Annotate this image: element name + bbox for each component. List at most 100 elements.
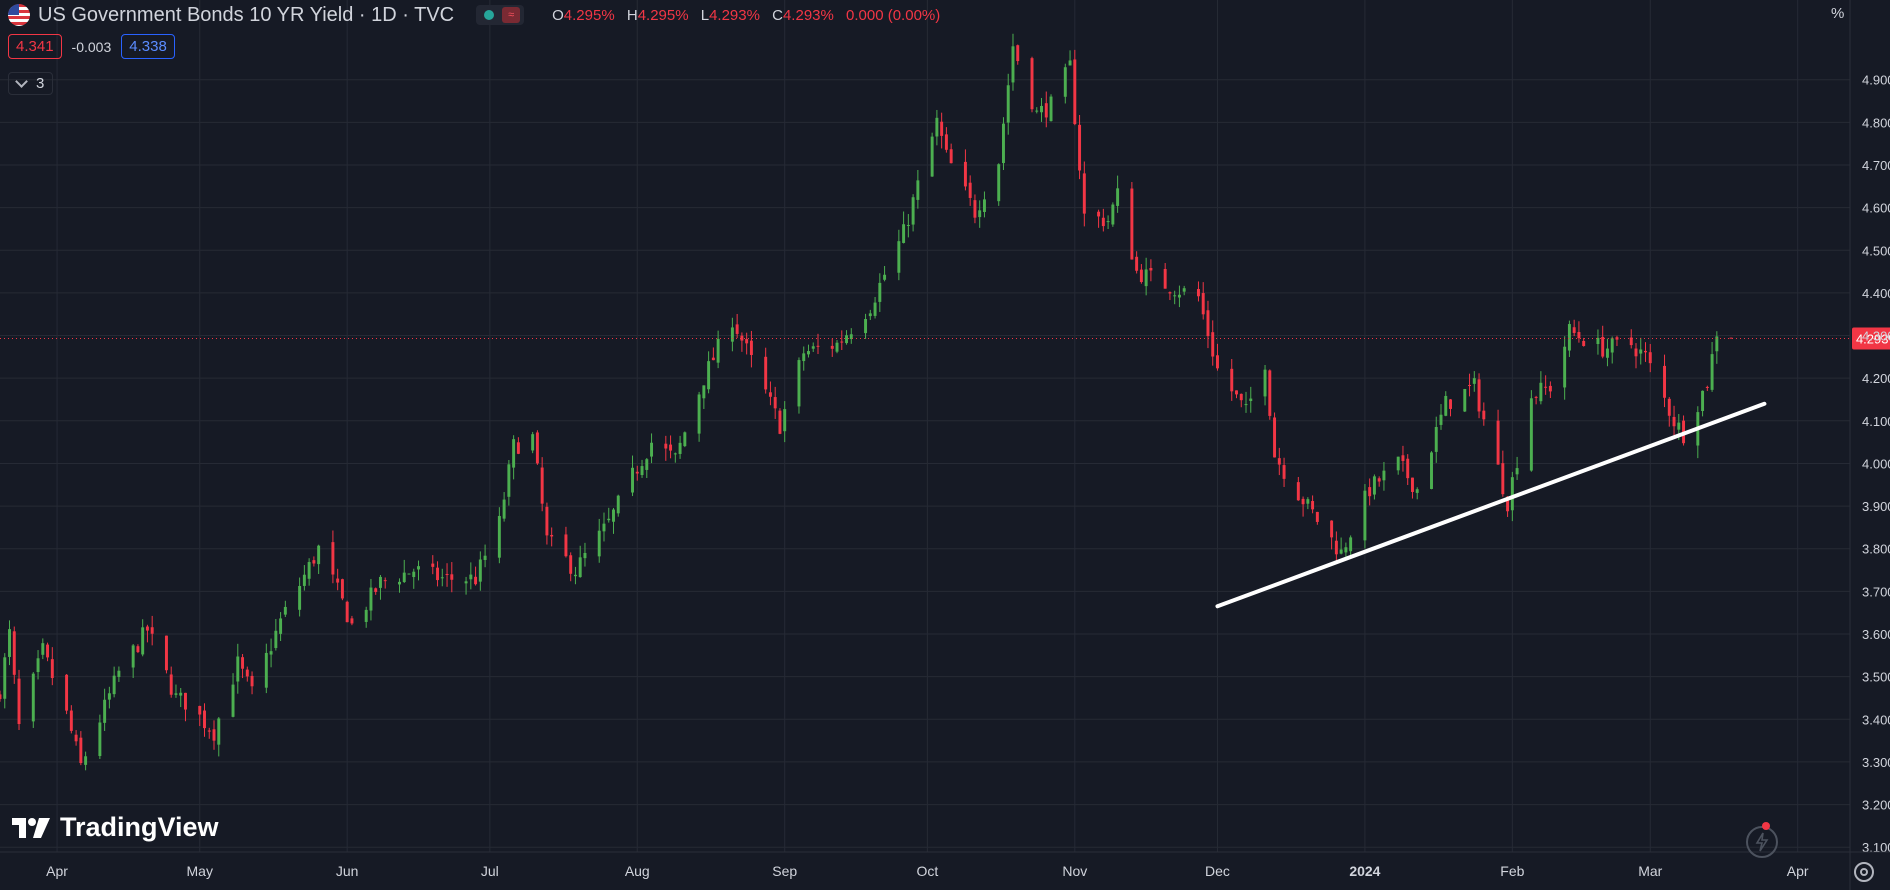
candle-body [978,210,982,218]
candle-body [469,574,473,580]
candle-body [550,534,554,537]
candle-body [1463,389,1467,412]
tradingview-logo[interactable]: TradingView [12,812,219,843]
scale-unit-label[interactable]: % [1831,5,1845,22]
candle-body [1101,217,1105,227]
candle-body [474,576,478,585]
x-tick-label: Dec [1205,863,1230,879]
candle-body [764,356,768,390]
candle-body [1049,96,1053,122]
indicators-toggle-button[interactable]: 3 [8,72,54,95]
candle-body [1605,348,1609,358]
candle-body [1349,537,1353,552]
candle-body [103,699,107,723]
x-tick-label: Mar [1638,863,1662,879]
candle-body [1235,390,1238,395]
candle-body [1030,58,1034,110]
halt-icon[interactable]: ≈ [502,7,521,23]
candle-body [1273,417,1277,458]
buy-price-button[interactable]: 4.338 [121,34,175,59]
y-tick-label: 3.200% [1862,798,1890,813]
y-tick-label: 4.300% [1862,329,1890,344]
candle-body [1315,511,1319,522]
symbol-title[interactable]: US Government Bonds 10 YR Yield · 1D · T… [38,3,455,26]
candle-body [212,729,216,741]
candle-body [697,394,701,434]
candle-body [811,346,815,349]
candle-body [1715,336,1719,352]
candle-body [1249,398,1253,402]
candle-body [768,392,772,397]
sell-price-button[interactable]: 4.341 [8,34,62,59]
x-tick-label: Feb [1500,863,1524,879]
candle-body [711,357,715,361]
candle-body [407,573,411,575]
candle-body [1368,487,1372,497]
candle-body [940,121,944,136]
candle-body [1168,292,1172,294]
candle-body [797,360,801,407]
support-trendline [1215,401,1767,609]
candle-body [417,566,420,570]
candle-body [141,627,145,655]
candle-body [50,659,54,679]
y-tick-label: 3.300% [1862,755,1890,770]
x-tick-label: May [187,863,213,879]
candle-body [198,705,202,715]
candle-body [1406,458,1410,479]
candle-body [645,459,649,470]
lightning-icon[interactable] [1746,826,1778,858]
y-tick-label: 3.900% [1862,499,1890,514]
tradingview-logo-icon [12,817,50,838]
candle-body [1510,477,1514,511]
candle-body [673,453,677,455]
candle-body [1639,349,1643,354]
chevron-down-icon [15,75,28,88]
candle-body [283,606,287,615]
x-tick-label: Sep [772,863,797,879]
y-tick-label: 3.500% [1862,670,1890,685]
candle-body [573,574,577,577]
market-status-dot-icon [484,10,495,20]
candle-body [231,684,235,717]
candle-body [207,730,211,732]
symbol-legend[interactable]: US Government Bonds 10 YR Yield · 1D · T… [8,3,940,27]
candle-body [1177,294,1181,298]
candle-body [1078,124,1082,171]
candle-body [1230,368,1234,392]
candle-body [445,574,449,576]
candle-body [1311,501,1315,510]
gear-icon[interactable] [1854,862,1874,882]
candle-body [512,439,516,468]
candle-body [378,576,382,588]
x-tick-label: Oct [916,863,938,879]
candle-body [683,432,687,447]
candle-body [1372,476,1376,495]
candle-body [783,409,787,432]
candle-body [150,627,154,634]
candle-body [1677,422,1681,430]
candle-body [250,675,254,687]
candle-body [203,710,206,729]
notification-dot-icon [1762,822,1770,830]
candle-body [112,675,116,695]
candle-body [816,345,820,347]
candle-body [312,560,316,564]
candle-body [431,563,435,567]
candle-body [1410,477,1414,492]
market-status-group[interactable]: ≈ [476,5,525,25]
candle-body [298,585,302,610]
candle-body [1729,337,1733,339]
candle-body [41,643,45,655]
candle-body [1144,269,1148,287]
candle-body [1296,482,1300,501]
candle-body [868,313,872,317]
candle-body [1011,46,1015,83]
candle-body [1477,379,1481,412]
candle-body [1572,327,1576,333]
candle-body [1044,103,1048,118]
candle-body [1263,369,1267,397]
y-tick-label: 3.600% [1862,627,1890,642]
candle-body [569,555,573,574]
